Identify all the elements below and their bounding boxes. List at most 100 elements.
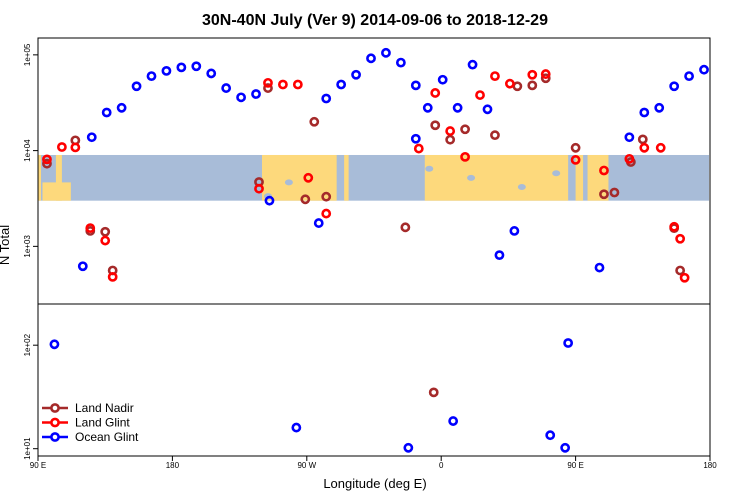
ocean-glint-point: [291, 422, 302, 433]
ocean-glint-point: [482, 104, 493, 115]
ocean-glint-point: [448, 416, 459, 426]
land-glint-point: [42, 154, 52, 165]
land-region: [575, 154, 584, 201]
x-axis-ticks: 90 E 180 90 W 0 90 E 180: [30, 456, 717, 470]
x-tick-label: 90 E: [30, 461, 46, 470]
ocean-glint-point: [101, 107, 112, 118]
land-nadir-point: [428, 387, 439, 398]
lower-plot-frame: [37, 303, 711, 457]
land-glint-point: [303, 172, 314, 183]
ocean-glint-point: [131, 81, 142, 92]
y-tick-label: 1e+02: [23, 333, 32, 356]
coast-inlet: [284, 179, 293, 186]
land-nadir-point: [400, 222, 411, 233]
land-glint-point: [263, 77, 273, 88]
chart-title: 30N-40N July (Ver 9) 2014-09-06 to 2018-…: [202, 12, 548, 29]
land-nadir-point: [675, 265, 686, 276]
ocean-glint-point: [410, 80, 421, 91]
ocean-glint-point: [161, 65, 172, 76]
ocean-glint-point: [452, 102, 463, 113]
land-region: [55, 154, 62, 201]
land-glint-point: [675, 233, 686, 244]
ocean-glint-point: [494, 250, 505, 261]
land-region: [424, 154, 569, 201]
ocean-glint-point: [403, 442, 414, 453]
ocean-glint-point: [49, 339, 60, 350]
ocean-glint-point: [336, 79, 347, 90]
land-nadir-point: [430, 120, 441, 131]
land-glint-point: [413, 143, 424, 154]
land-glint-point: [107, 271, 118, 282]
ocean-glint-point: [563, 338, 574, 348]
ocean-glint-point: [264, 195, 275, 206]
ocean-glint-point: [410, 133, 421, 144]
land-glint-point: [639, 142, 650, 153]
x-tick-label: 90 E: [567, 461, 583, 470]
ocean-glint-point: [206, 68, 217, 79]
ocean-glint-point: [437, 74, 448, 85]
land-glint-point: [292, 79, 303, 90]
ocean-glint-point: [422, 102, 433, 113]
legend-label: Ocean Glint: [75, 430, 139, 444]
land-glint-point: [445, 126, 456, 136]
land-glint-point: [599, 165, 609, 176]
land-region: [38, 154, 41, 201]
ocean-glint-point: [116, 102, 127, 113]
y-axis-label: N Total: [0, 225, 12, 265]
land-nadir-point: [100, 226, 111, 237]
ocean-glint-point: [669, 81, 680, 92]
land-glint-point: [570, 154, 581, 165]
ocean-glint-point: [191, 61, 202, 72]
legend-marker: [50, 432, 60, 442]
ocean-glint-point: [251, 89, 261, 99]
ocean-glint-point: [654, 102, 665, 113]
land-nadir-point: [527, 80, 538, 91]
land-nadir-point: [321, 191, 332, 202]
land-glint-point: [56, 142, 67, 152]
y-tick-label: 1e+04: [23, 139, 32, 162]
coast-inlet: [552, 170, 561, 177]
y-tick-label: 1e+03: [23, 235, 32, 258]
land-nadir-point: [445, 134, 456, 145]
x-tick-label: 90 W: [297, 461, 316, 470]
ocean-glint-point: [560, 442, 571, 453]
land-glint-point: [321, 208, 332, 219]
ocean-glint-point: [176, 62, 187, 73]
land-glint-point: [278, 79, 288, 90]
land-glint-point: [679, 272, 690, 283]
land-region: [587, 154, 609, 201]
land-nadir-point: [599, 189, 609, 200]
x-tick-label: 180: [166, 461, 180, 470]
ocean-glint-point: [509, 226, 520, 236]
land-nadir-point: [42, 158, 52, 169]
coast-inlet: [517, 183, 526, 190]
land-nadir-point: [263, 83, 273, 93]
land-glint-point: [624, 153, 635, 164]
land-nadir-point: [309, 116, 320, 127]
land-glint-point: [430, 88, 441, 98]
ocean-glint-point: [321, 93, 332, 104]
land-nadir-point: [570, 142, 581, 153]
y-tick-label: 1e+01: [23, 437, 32, 460]
y-axis-ticks: 1e+03 1e+04 1e+05 1e+01 1e+02: [23, 43, 38, 460]
land-glint-point: [490, 71, 500, 82]
ocean-glint-point: [699, 64, 709, 75]
legend-label: Land Nadir: [75, 401, 134, 415]
land-glint-point: [540, 69, 551, 79]
land-glint-point: [100, 235, 111, 246]
land-glint-point: [254, 183, 264, 194]
ocean-glint-point: [395, 57, 406, 68]
land-glint-point: [70, 142, 81, 153]
land-glint-point: [527, 69, 538, 80]
ocean-glint-point: [624, 132, 635, 143]
ocean-glint-point: [221, 83, 232, 93]
ocean-glint-point: [594, 262, 605, 273]
ocean-glint-point: [366, 53, 376, 64]
legend-label: Land Glint: [75, 416, 130, 430]
ocean-glint-point: [381, 47, 391, 58]
ocean-glint-point: [146, 71, 157, 82]
x-axis-label: Longitude (deg E): [323, 476, 426, 491]
x-tick-label: 0: [439, 461, 444, 470]
